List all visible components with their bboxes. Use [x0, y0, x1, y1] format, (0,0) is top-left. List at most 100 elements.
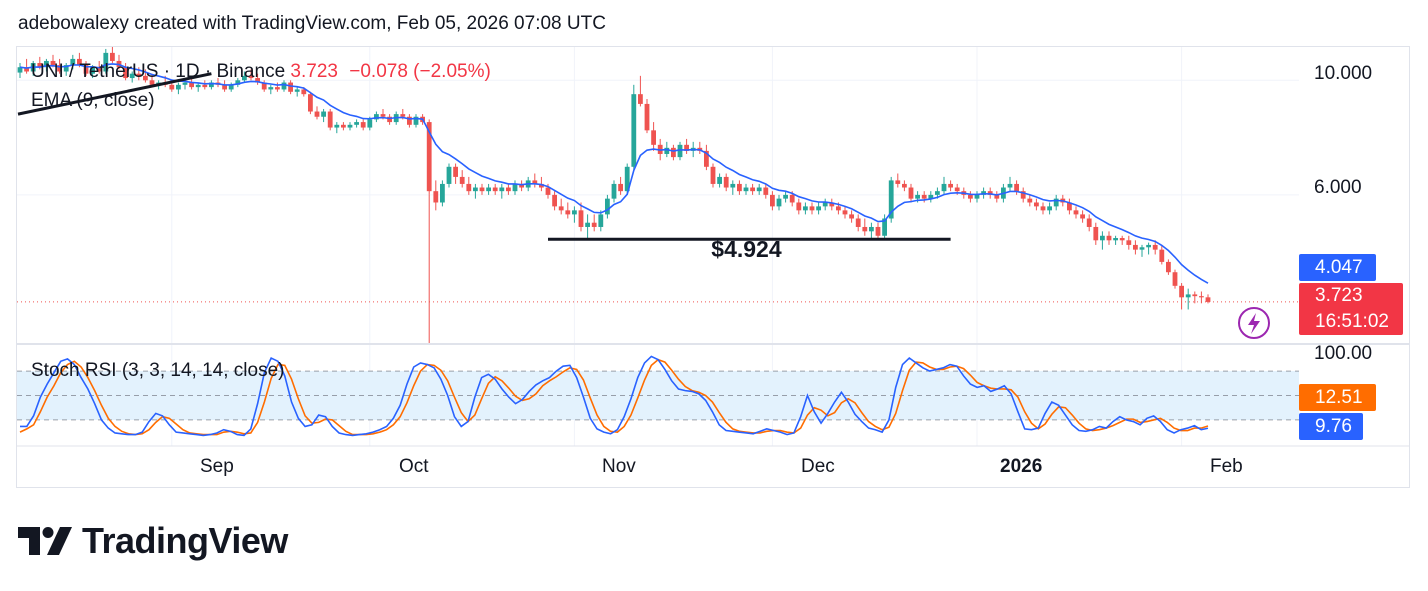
- candle-body: [855, 218, 861, 227]
- candle-body: [334, 124, 340, 128]
- candle-body: [888, 180, 894, 219]
- candle-body: [228, 84, 234, 90]
- candle-body: [1040, 206, 1046, 211]
- candle-body: [743, 187, 749, 192]
- candle-body: [83, 65, 89, 74]
- candle-body: [44, 60, 49, 68]
- candle-body: [413, 116, 419, 125]
- candle-body: [638, 94, 643, 104]
- candle-body: [479, 187, 485, 192]
- candle-body: [598, 214, 604, 227]
- candle-body: [242, 75, 247, 81]
- candle-body: [1020, 191, 1026, 199]
- candle-body: [882, 218, 887, 236]
- candle-body: [1047, 206, 1052, 211]
- candle-body: [209, 82, 214, 88]
- ema-line: [19, 63, 1209, 284]
- candle-body: [763, 187, 769, 195]
- candle-body: [545, 187, 551, 195]
- candle-body: [123, 67, 128, 79]
- tradingview-logo-icon: [18, 527, 72, 555]
- candle-body: [189, 82, 194, 88]
- stoch-axis-label-100: 100.00: [1314, 343, 1373, 364]
- candle-body: [552, 194, 557, 207]
- candle-body: [347, 124, 353, 128]
- candle-body: [631, 94, 637, 167]
- candle-body: [374, 114, 379, 120]
- candle-body: [1192, 294, 1198, 297]
- tradingview-wordmark: TradingView: [82, 520, 288, 561]
- candle-body: [803, 206, 808, 211]
- candle-body: [77, 58, 82, 66]
- ema-value-tag: 4.047: [1299, 254, 1376, 281]
- candle-body: [1152, 244, 1158, 250]
- last-price-value: 3.723: [290, 61, 338, 82]
- candle-body: [921, 194, 927, 199]
- candle-body: [176, 84, 181, 90]
- candle-body: [440, 183, 445, 203]
- candle-body: [954, 187, 960, 192]
- candle-body: [783, 194, 788, 199]
- candle-body: [717, 176, 722, 184]
- candle-body: [294, 89, 300, 92]
- candle-body: [770, 194, 775, 207]
- candle-body: [1199, 296, 1204, 298]
- candle-body: [974, 194, 980, 199]
- price-axis-label-10: 10.000: [1314, 63, 1373, 84]
- symbol-legend: UNI / TetherUS · 1D · Binance 3.723 −0.0…: [31, 61, 491, 83]
- candle-body: [895, 180, 901, 184]
- candle-body: [195, 84, 201, 88]
- candle-body: [301, 89, 307, 95]
- candle-body: [1166, 261, 1171, 273]
- candle-body: [341, 124, 346, 128]
- candle-body: [380, 114, 386, 117]
- candle-body: [182, 82, 188, 85]
- ema-legend[interactable]: EMA (9, close): [31, 90, 155, 111]
- candle-body: [862, 226, 868, 232]
- candle-body: [935, 191, 940, 195]
- stoch-d-tag: 12.51: [1299, 384, 1376, 411]
- candle-body: [281, 82, 287, 90]
- candle-body: [37, 63, 43, 68]
- stoch-k-line: [20, 355, 1209, 437]
- candle-body: [558, 206, 564, 211]
- candle-body: [327, 111, 333, 128]
- chart-caption: adebowalexy created with TradingView.com…: [18, 13, 606, 34]
- candle-body: [321, 111, 326, 117]
- candle-body: [519, 183, 524, 188]
- candle-body: [1106, 235, 1112, 241]
- stoch-rsi-legend[interactable]: Stoch RSI (3, 3, 14, 14, close): [31, 360, 285, 381]
- candle-body: [875, 226, 881, 236]
- lightning-icon: [1238, 307, 1270, 339]
- candle-body: [261, 82, 267, 90]
- candle-body: [50, 60, 56, 66]
- candle-body: [730, 183, 736, 188]
- candle-body: [987, 191, 993, 195]
- candle-body: [822, 202, 828, 207]
- candle-body: [704, 150, 709, 167]
- candle-body: [1113, 238, 1118, 241]
- candle-body: [1067, 202, 1072, 211]
- support-level-label: $4.924: [711, 236, 782, 262]
- price-axis-label-6: 6.000: [1314, 177, 1362, 198]
- candle-body: [565, 210, 571, 215]
- candle-body: [1205, 297, 1211, 302]
- candle-body: [169, 84, 175, 90]
- candle-body: [591, 222, 597, 227]
- last-price-tag: 3.723 16:51:02: [1299, 283, 1403, 335]
- symbol-name[interactable]: UNI / TetherUS · 1D · Binance: [31, 61, 286, 82]
- candle-body: [941, 183, 947, 192]
- lightning-icon-bolt: [1248, 313, 1260, 334]
- candle-body: [842, 210, 848, 215]
- candle-body: [1119, 238, 1125, 241]
- candle-body: [235, 80, 241, 85]
- tradingview-logo[interactable]: TradingView: [18, 520, 288, 562]
- candle-body: [737, 183, 742, 192]
- price-change-value: −0.078 (−2.05%): [349, 61, 491, 82]
- candle-body: [143, 75, 148, 81]
- candle-body: [869, 226, 874, 232]
- candle-body: [288, 82, 293, 92]
- time-axis-feb: Feb: [1210, 456, 1243, 477]
- candle-body: [63, 65, 69, 72]
